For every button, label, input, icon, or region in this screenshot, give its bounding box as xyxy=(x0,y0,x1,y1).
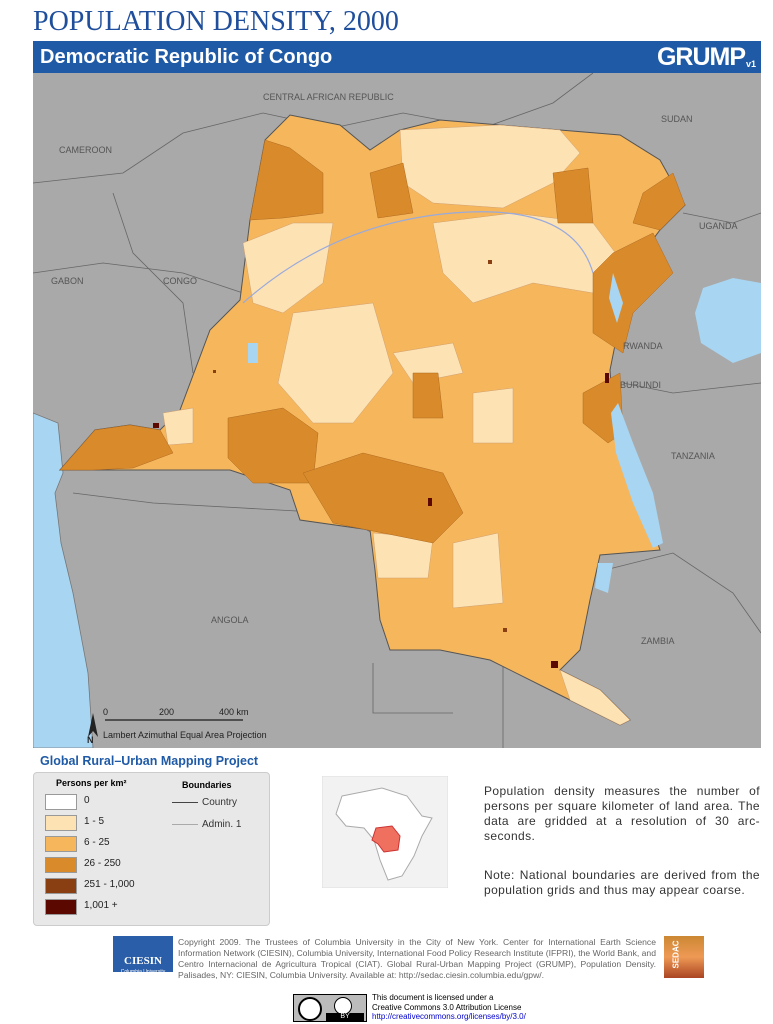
country-label: TANZANIA xyxy=(671,451,715,461)
cc-by: BY xyxy=(326,1013,364,1021)
sedac-logo: SEDAC xyxy=(664,936,704,978)
license: This document is licensed under a Creati… xyxy=(372,993,526,1022)
country-label: ZAMBIA xyxy=(641,636,675,646)
boundaries-title: Boundaries xyxy=(182,780,232,790)
legend-label: 251 - 1,000 xyxy=(84,879,135,890)
country-name: Democratic Republic of Congo xyxy=(40,46,333,68)
sedac: SEDAC xyxy=(671,940,681,969)
country-label: RWANDA xyxy=(623,341,663,351)
legend-swatch xyxy=(45,836,77,852)
country-label: CENTRAL AFRICAN REPUBLIC xyxy=(263,92,394,102)
legend-label: 0 xyxy=(84,795,90,806)
license-line: This document is licensed under a xyxy=(372,993,494,1002)
country-label: CONGO xyxy=(163,276,197,286)
scale-label: 200 xyxy=(159,707,174,717)
legend: Persons per km² Boundaries 0 1 - 5 6 - 25 2… xyxy=(33,772,270,926)
locator-map xyxy=(322,776,448,888)
ciesin: CIESIN xyxy=(124,955,162,967)
legend-label: 26 - 250 xyxy=(84,858,121,869)
legend-label: 6 - 25 xyxy=(84,837,110,848)
legend-swatch xyxy=(45,878,77,894)
logo: GRUMP xyxy=(656,43,746,71)
country-label: CAMEROON xyxy=(59,145,112,155)
description: Population density measures the number o… xyxy=(484,784,760,843)
legend-swatch xyxy=(45,899,77,915)
logo-version: v1 xyxy=(745,59,756,69)
legend-label: 1,001 + xyxy=(84,900,118,911)
ciesin-sub: Columbia University xyxy=(120,969,166,975)
projection: Lambert Azimuthal Equal Area Projection xyxy=(103,730,267,740)
license-line: Creative Commons 3.0 Attribution License xyxy=(372,1002,522,1012)
cc-badge: BY xyxy=(293,994,367,1022)
banner: Democratic Republic of Congo GRUMP v1 xyxy=(33,41,761,73)
legend-title: Persons per km² xyxy=(56,778,127,788)
north-arrow: N xyxy=(87,735,94,745)
legend-swatch xyxy=(45,794,77,810)
country-label: ANGOLA xyxy=(211,615,249,625)
legend-label: 1 - 5 xyxy=(84,816,105,827)
note: Note: National boundaries are derived fr… xyxy=(484,868,760,897)
copyright: Copyright 2009. The Trustees of Columbia… xyxy=(178,937,656,980)
title: POPULATION DENSITY, 2000 xyxy=(33,6,399,37)
ciesin-logo: CIESIN Columbia University xyxy=(113,936,173,975)
legend-swatch xyxy=(45,815,77,831)
map: CENTRAL AFRICAN REPUBLIC SUDAN CAMEROON UGA… xyxy=(33,73,761,748)
country-label: SUDAN xyxy=(661,114,693,124)
country-label: UGANDA xyxy=(699,221,738,231)
boundary-label: Country xyxy=(202,797,238,808)
legend-swatch xyxy=(45,857,77,873)
scale-label: 0 xyxy=(103,707,108,717)
license-link[interactable]: http://creativecommons.org/licenses/by/3… xyxy=(372,1012,526,1021)
project-title: Global Rural–Urban Mapping Project xyxy=(40,754,259,768)
scale-label: 400 km xyxy=(219,707,249,717)
country-label: GABON xyxy=(51,276,84,286)
country-label: BURUNDI xyxy=(620,380,661,390)
boundary-label: Admin. 1 xyxy=(202,819,242,830)
